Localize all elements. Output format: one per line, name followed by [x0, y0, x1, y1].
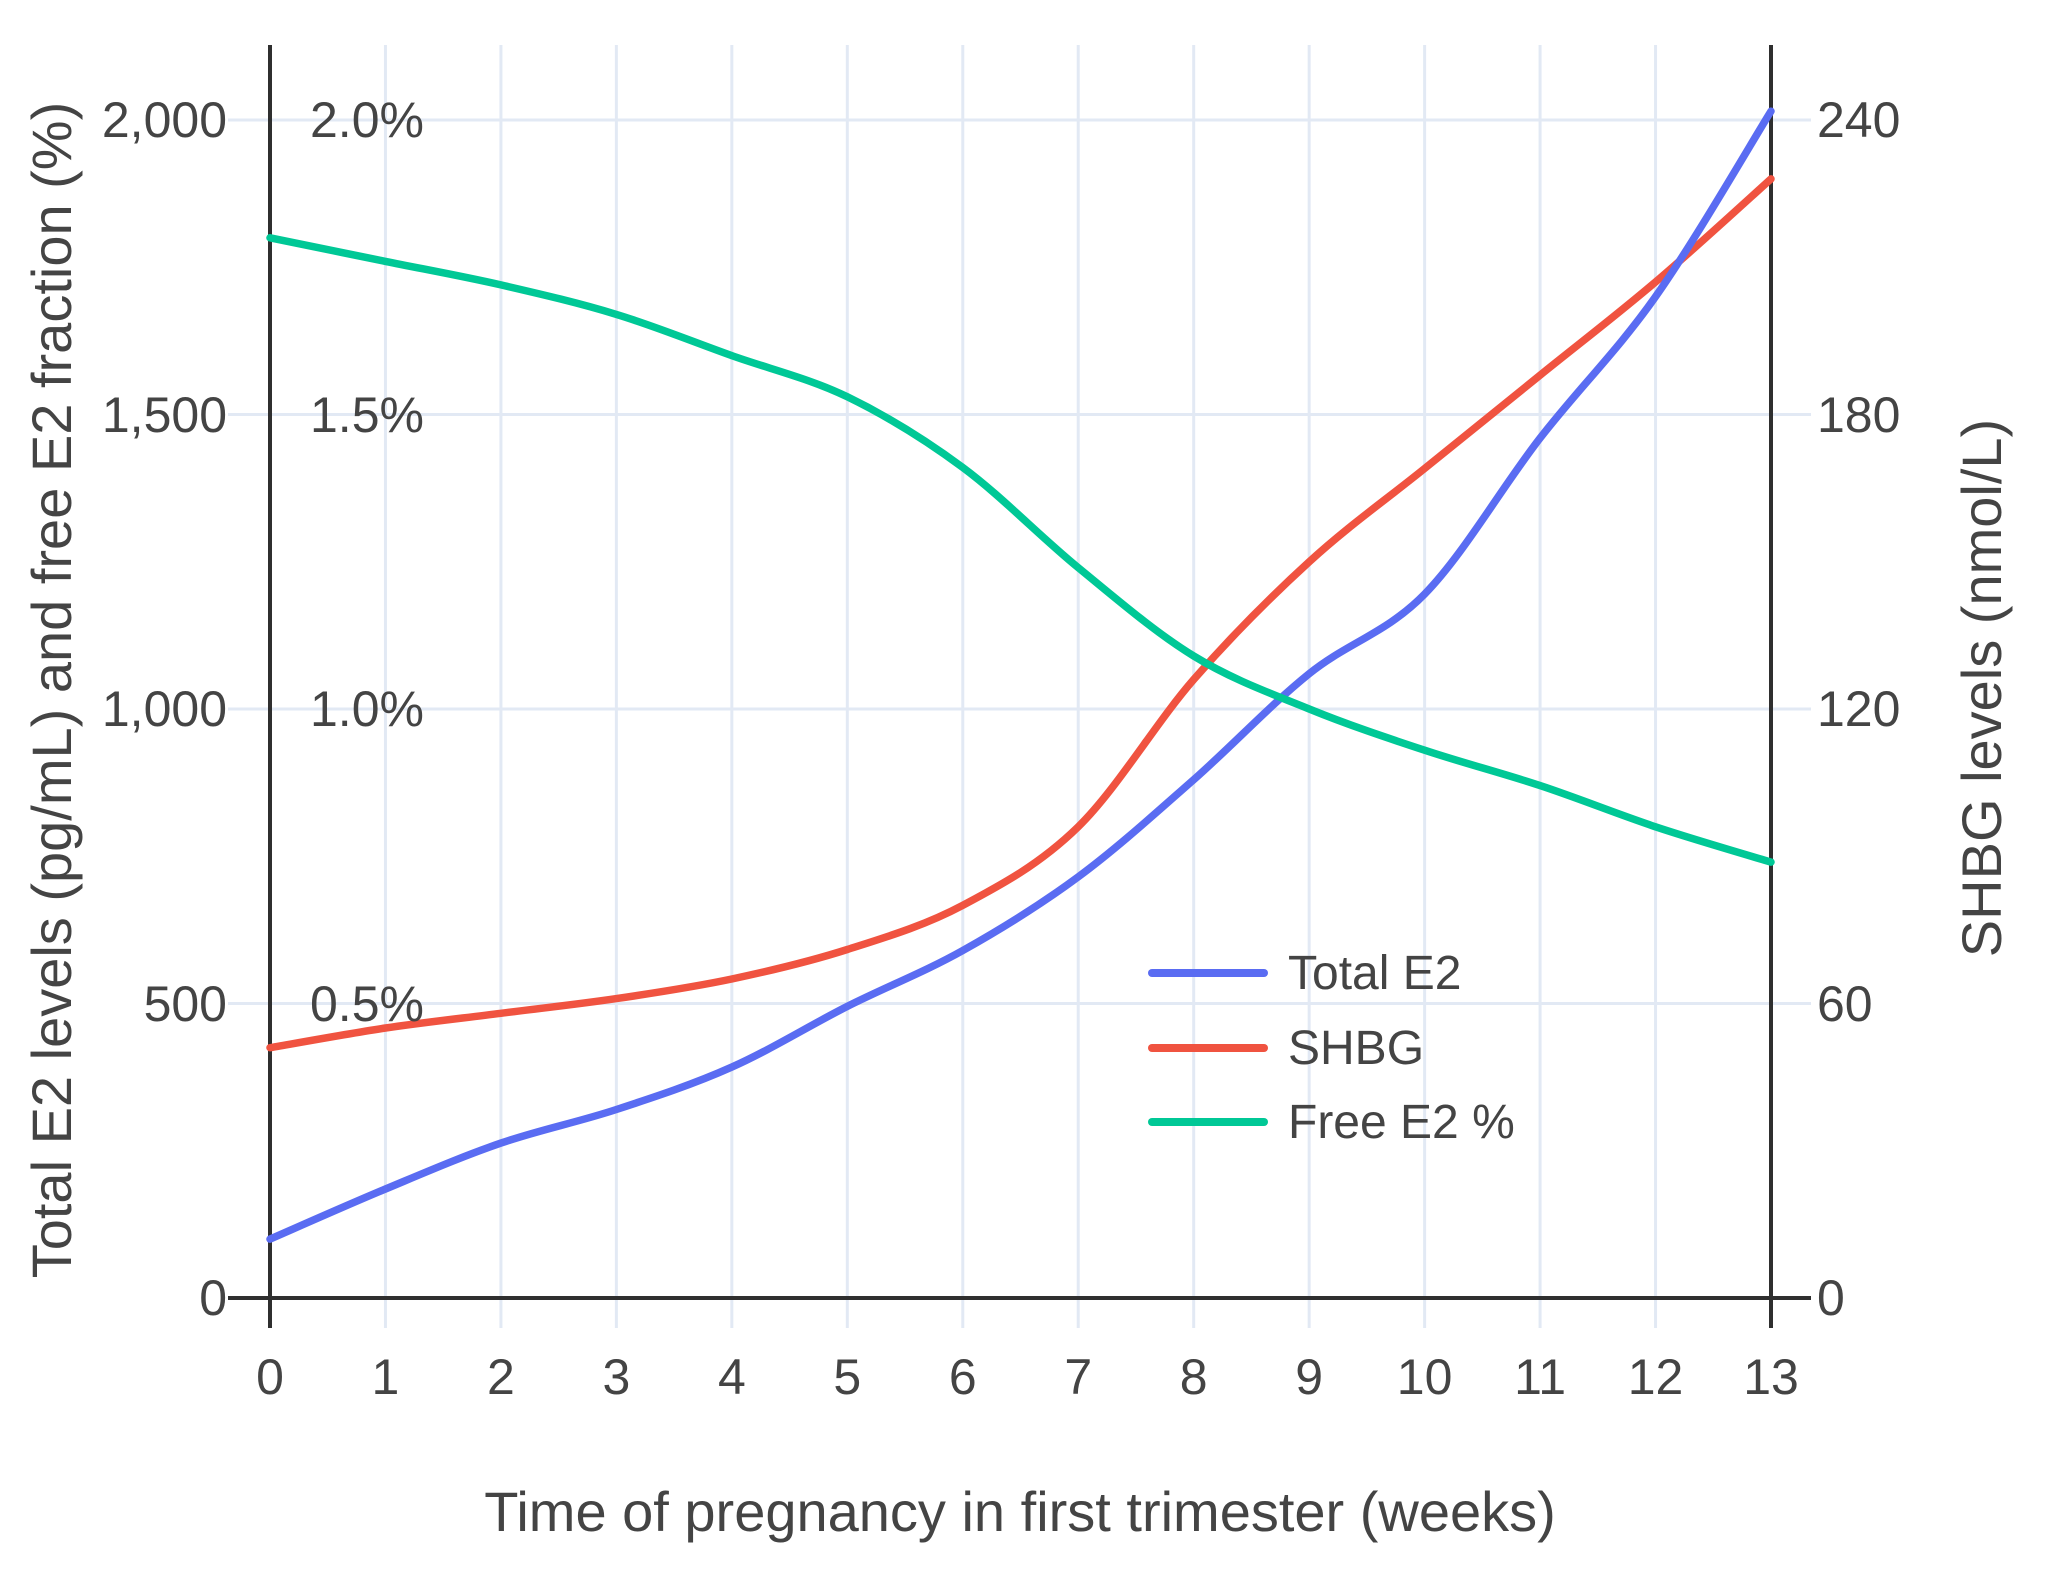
legend-item-total-e2[interactable]: Total E2: [1148, 947, 1461, 1000]
legend-label: SHBG: [1288, 1021, 1425, 1075]
shbg-line-swatch-icon: [1148, 1044, 1268, 1052]
x-tick-label: 7: [1064, 1349, 1093, 1405]
y-right-tick-label: 0: [1817, 1270, 1845, 1326]
y-left-tick-label: 1,500: [101, 386, 227, 443]
y-right-tick-label: 120: [1817, 681, 1901, 737]
x-tick-label: 8: [1179, 1349, 1208, 1405]
legend-item-shbg[interactable]: SHBG: [1148, 1022, 1424, 1075]
y-left-tick-label: 2,000: [101, 92, 227, 148]
x-tick-label: 2: [487, 1349, 515, 1405]
x-tick-label: 6: [948, 1349, 977, 1405]
x-axis-title: Time of pregnancy in first trimester (we…: [484, 1480, 1556, 1544]
series-line-shbg[interactable]: [266, 175, 1775, 1052]
x-tick-label: 4: [717, 1349, 746, 1405]
y-right-tick-label: 240: [1817, 92, 1901, 148]
x-tick-label: 0: [256, 1349, 284, 1405]
x-tick-label: 1: [371, 1349, 400, 1405]
y-right-tick-label: 180: [1817, 386, 1901, 443]
y-percent-tick-label: 2.0%: [310, 92, 424, 148]
x-tick-label: 9: [1295, 1349, 1324, 1405]
y-left-tick-label: 500: [143, 975, 227, 1032]
free-e2-line-swatch-icon: [1148, 1118, 1268, 1126]
legend-label: Total E2: [1288, 946, 1462, 1000]
x-tick-label: 5: [833, 1349, 862, 1405]
x-tick-label: 3: [602, 1349, 631, 1405]
x-tick-label: 11: [1514, 1349, 1567, 1405]
y-axis-left-title: Total E2 levels (pg/mL) and free E2 frac…: [20, 101, 84, 1279]
series-line-free-e2-[interactable]: [266, 234, 1775, 866]
series-line-total-e2[interactable]: [266, 107, 1775, 1243]
y-axis-right-title: SHBG levels (nmol/L): [1950, 418, 2014, 958]
y-left-tick-label: 1,000: [101, 681, 227, 737]
total-e2-line-swatch-icon: [1148, 969, 1268, 977]
legend-label: Free E2 %: [1288, 1095, 1515, 1149]
x-tick-label: 12: [1627, 1349, 1684, 1405]
x-tick-label: 13: [1743, 1349, 1799, 1405]
y-right-tick-label: 60: [1817, 975, 1873, 1032]
legend-item-free-e2[interactable]: Free E2 %: [1148, 1096, 1515, 1149]
x-tick-label: 10: [1396, 1349, 1453, 1405]
y-percent-tick-label: 1.5%: [310, 386, 424, 443]
y-percent-tick-label: 1.0%: [310, 681, 424, 737]
y-percent-tick-label: 0.5%: [310, 975, 424, 1032]
y-left-tick-label: 0: [199, 1270, 227, 1326]
